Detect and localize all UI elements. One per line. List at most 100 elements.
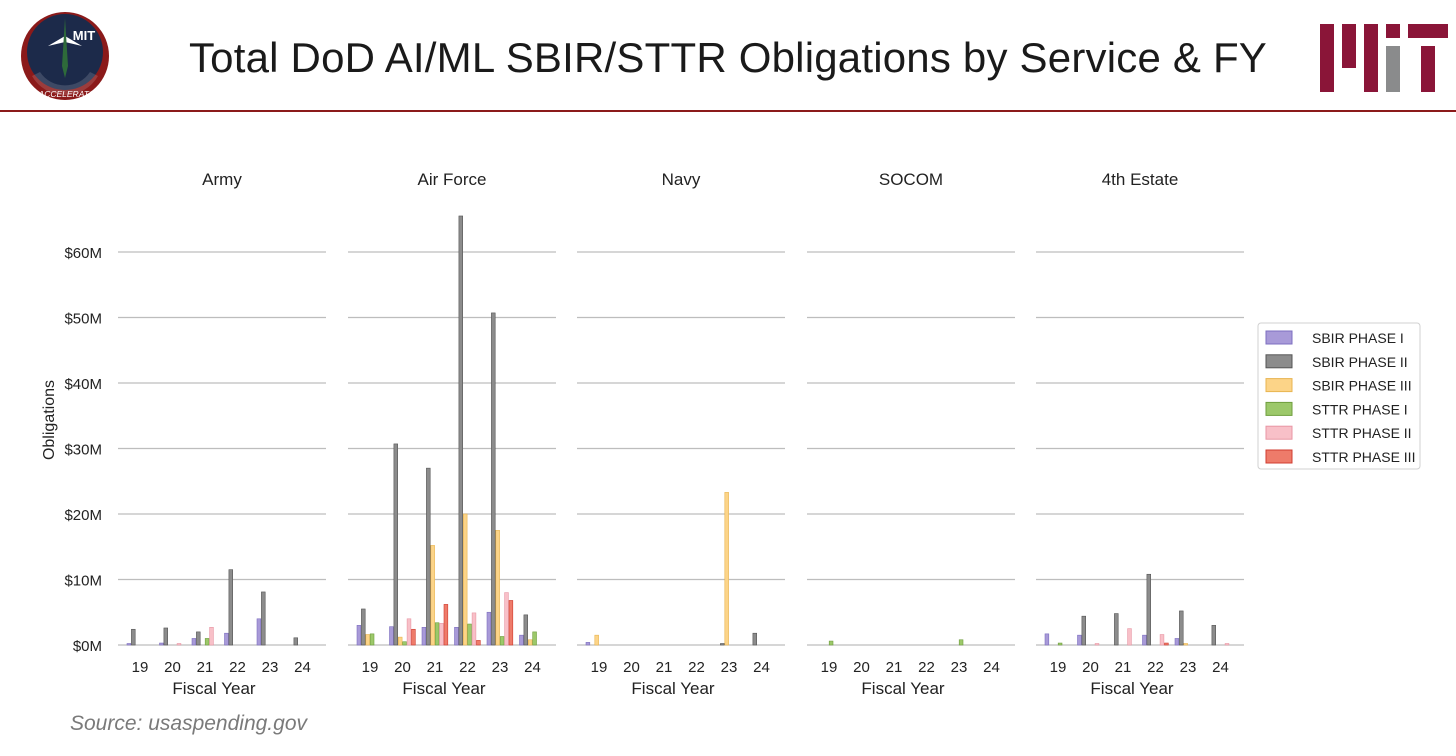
bar	[365, 634, 370, 646]
bar	[443, 604, 449, 646]
legend-label: SBIR PHASE II	[1312, 354, 1408, 370]
bar	[1127, 628, 1132, 646]
legend-swatch	[1265, 330, 1293, 345]
legend-label: SBIR PHASE III	[1312, 378, 1412, 394]
x-tick-label: 21	[1115, 659, 1132, 676]
x-tick-label: 20	[394, 659, 411, 676]
bar	[397, 636, 403, 646]
x-tick-label: 20	[1082, 659, 1099, 676]
bar	[209, 627, 214, 646]
x-tick-label: 21	[886, 659, 903, 676]
panel-title: 4th Estate	[1102, 170, 1179, 189]
bar	[293, 637, 298, 646]
x-tick-label: 22	[1147, 659, 1164, 676]
bar	[1164, 642, 1169, 646]
bar	[958, 639, 964, 646]
bar	[1211, 625, 1217, 646]
bar	[389, 626, 394, 646]
panel-title: Air Force	[418, 170, 487, 189]
legend-swatch	[1265, 378, 1293, 393]
bar	[532, 631, 537, 646]
bar	[752, 632, 758, 646]
bar	[499, 636, 505, 646]
bar	[585, 642, 591, 646]
bar	[402, 641, 407, 646]
x-tick-label: 24	[294, 659, 311, 676]
bar	[228, 569, 233, 646]
x-tick-label: 20	[623, 659, 640, 676]
bar	[191, 638, 197, 646]
x-tick-label: 19	[132, 659, 149, 676]
bar	[1159, 634, 1165, 646]
bar	[458, 215, 463, 646]
bar	[421, 627, 427, 646]
bar	[486, 611, 492, 646]
bar	[1094, 643, 1100, 646]
bar	[204, 638, 210, 646]
legend-swatch	[1265, 401, 1293, 416]
logo-mit-text: MIT	[73, 28, 95, 43]
bar	[519, 634, 524, 646]
legend-label: STTR PHASE II	[1312, 425, 1412, 441]
bar	[504, 592, 509, 646]
panel-title: SOCOM	[879, 170, 943, 189]
bar	[527, 639, 533, 646]
x-tick-label: 23	[262, 659, 279, 676]
ai-accelerator-logo: MIT AI ACCELERATOR	[21, 12, 109, 100]
bar	[491, 312, 496, 646]
x-tick-label: 24	[983, 659, 1000, 676]
x-tick-label: 19	[821, 659, 838, 676]
bar	[508, 600, 514, 646]
legend-label: STTR PHASE I	[1312, 401, 1408, 417]
x-axis-label: Fiscal Year	[861, 679, 944, 698]
bar	[720, 643, 725, 646]
bar	[261, 591, 266, 646]
y-tick-label: $30M	[64, 442, 102, 459]
x-tick-label: 19	[591, 659, 608, 676]
bar	[369, 633, 375, 646]
bar	[406, 618, 412, 646]
bar	[1077, 634, 1082, 646]
legend-label: STTR PHASE III	[1312, 449, 1415, 465]
y-tick-label: $20M	[64, 507, 102, 524]
x-tick-label: 19	[1050, 659, 1067, 676]
bar	[1179, 610, 1184, 646]
tree-icon	[62, 18, 68, 78]
bar	[439, 623, 444, 646]
bar	[411, 628, 416, 646]
bar	[1081, 615, 1087, 646]
x-tick-label: 24	[524, 659, 541, 676]
x-tick-label: 23	[492, 659, 509, 676]
x-tick-label: 21	[427, 659, 444, 676]
y-tick-label: $60M	[64, 245, 102, 262]
bar	[1057, 642, 1063, 646]
bar	[426, 467, 431, 646]
bar	[828, 640, 834, 646]
bar	[163, 627, 168, 646]
x-tick-label: 23	[1180, 659, 1197, 676]
bar	[131, 628, 136, 646]
logo-ring-text: AI ACCELERATOR	[27, 89, 101, 99]
bar	[196, 631, 201, 646]
source-note: Source: usaspending.gov	[70, 712, 307, 735]
bar	[361, 608, 366, 646]
bar	[256, 618, 262, 646]
y-axis-label: Obligations	[41, 380, 58, 460]
bar	[467, 623, 472, 646]
bar	[454, 627, 459, 646]
y-tick-label: $50M	[64, 311, 102, 328]
bar	[724, 492, 729, 646]
bar	[224, 632, 229, 646]
bar	[1044, 633, 1050, 646]
x-tick-label: 24	[753, 659, 770, 676]
panel-title: Navy	[662, 170, 701, 189]
bar	[159, 642, 164, 646]
bar	[176, 643, 182, 646]
bar	[594, 634, 599, 646]
bar	[1114, 613, 1119, 646]
page-title: Total DoD AI/ML SBIR/STTR Obligations by…	[188, 34, 1268, 81]
bar	[1224, 643, 1230, 646]
header-rule	[0, 110, 1456, 112]
x-axis-label: Fiscal Year	[402, 679, 485, 698]
